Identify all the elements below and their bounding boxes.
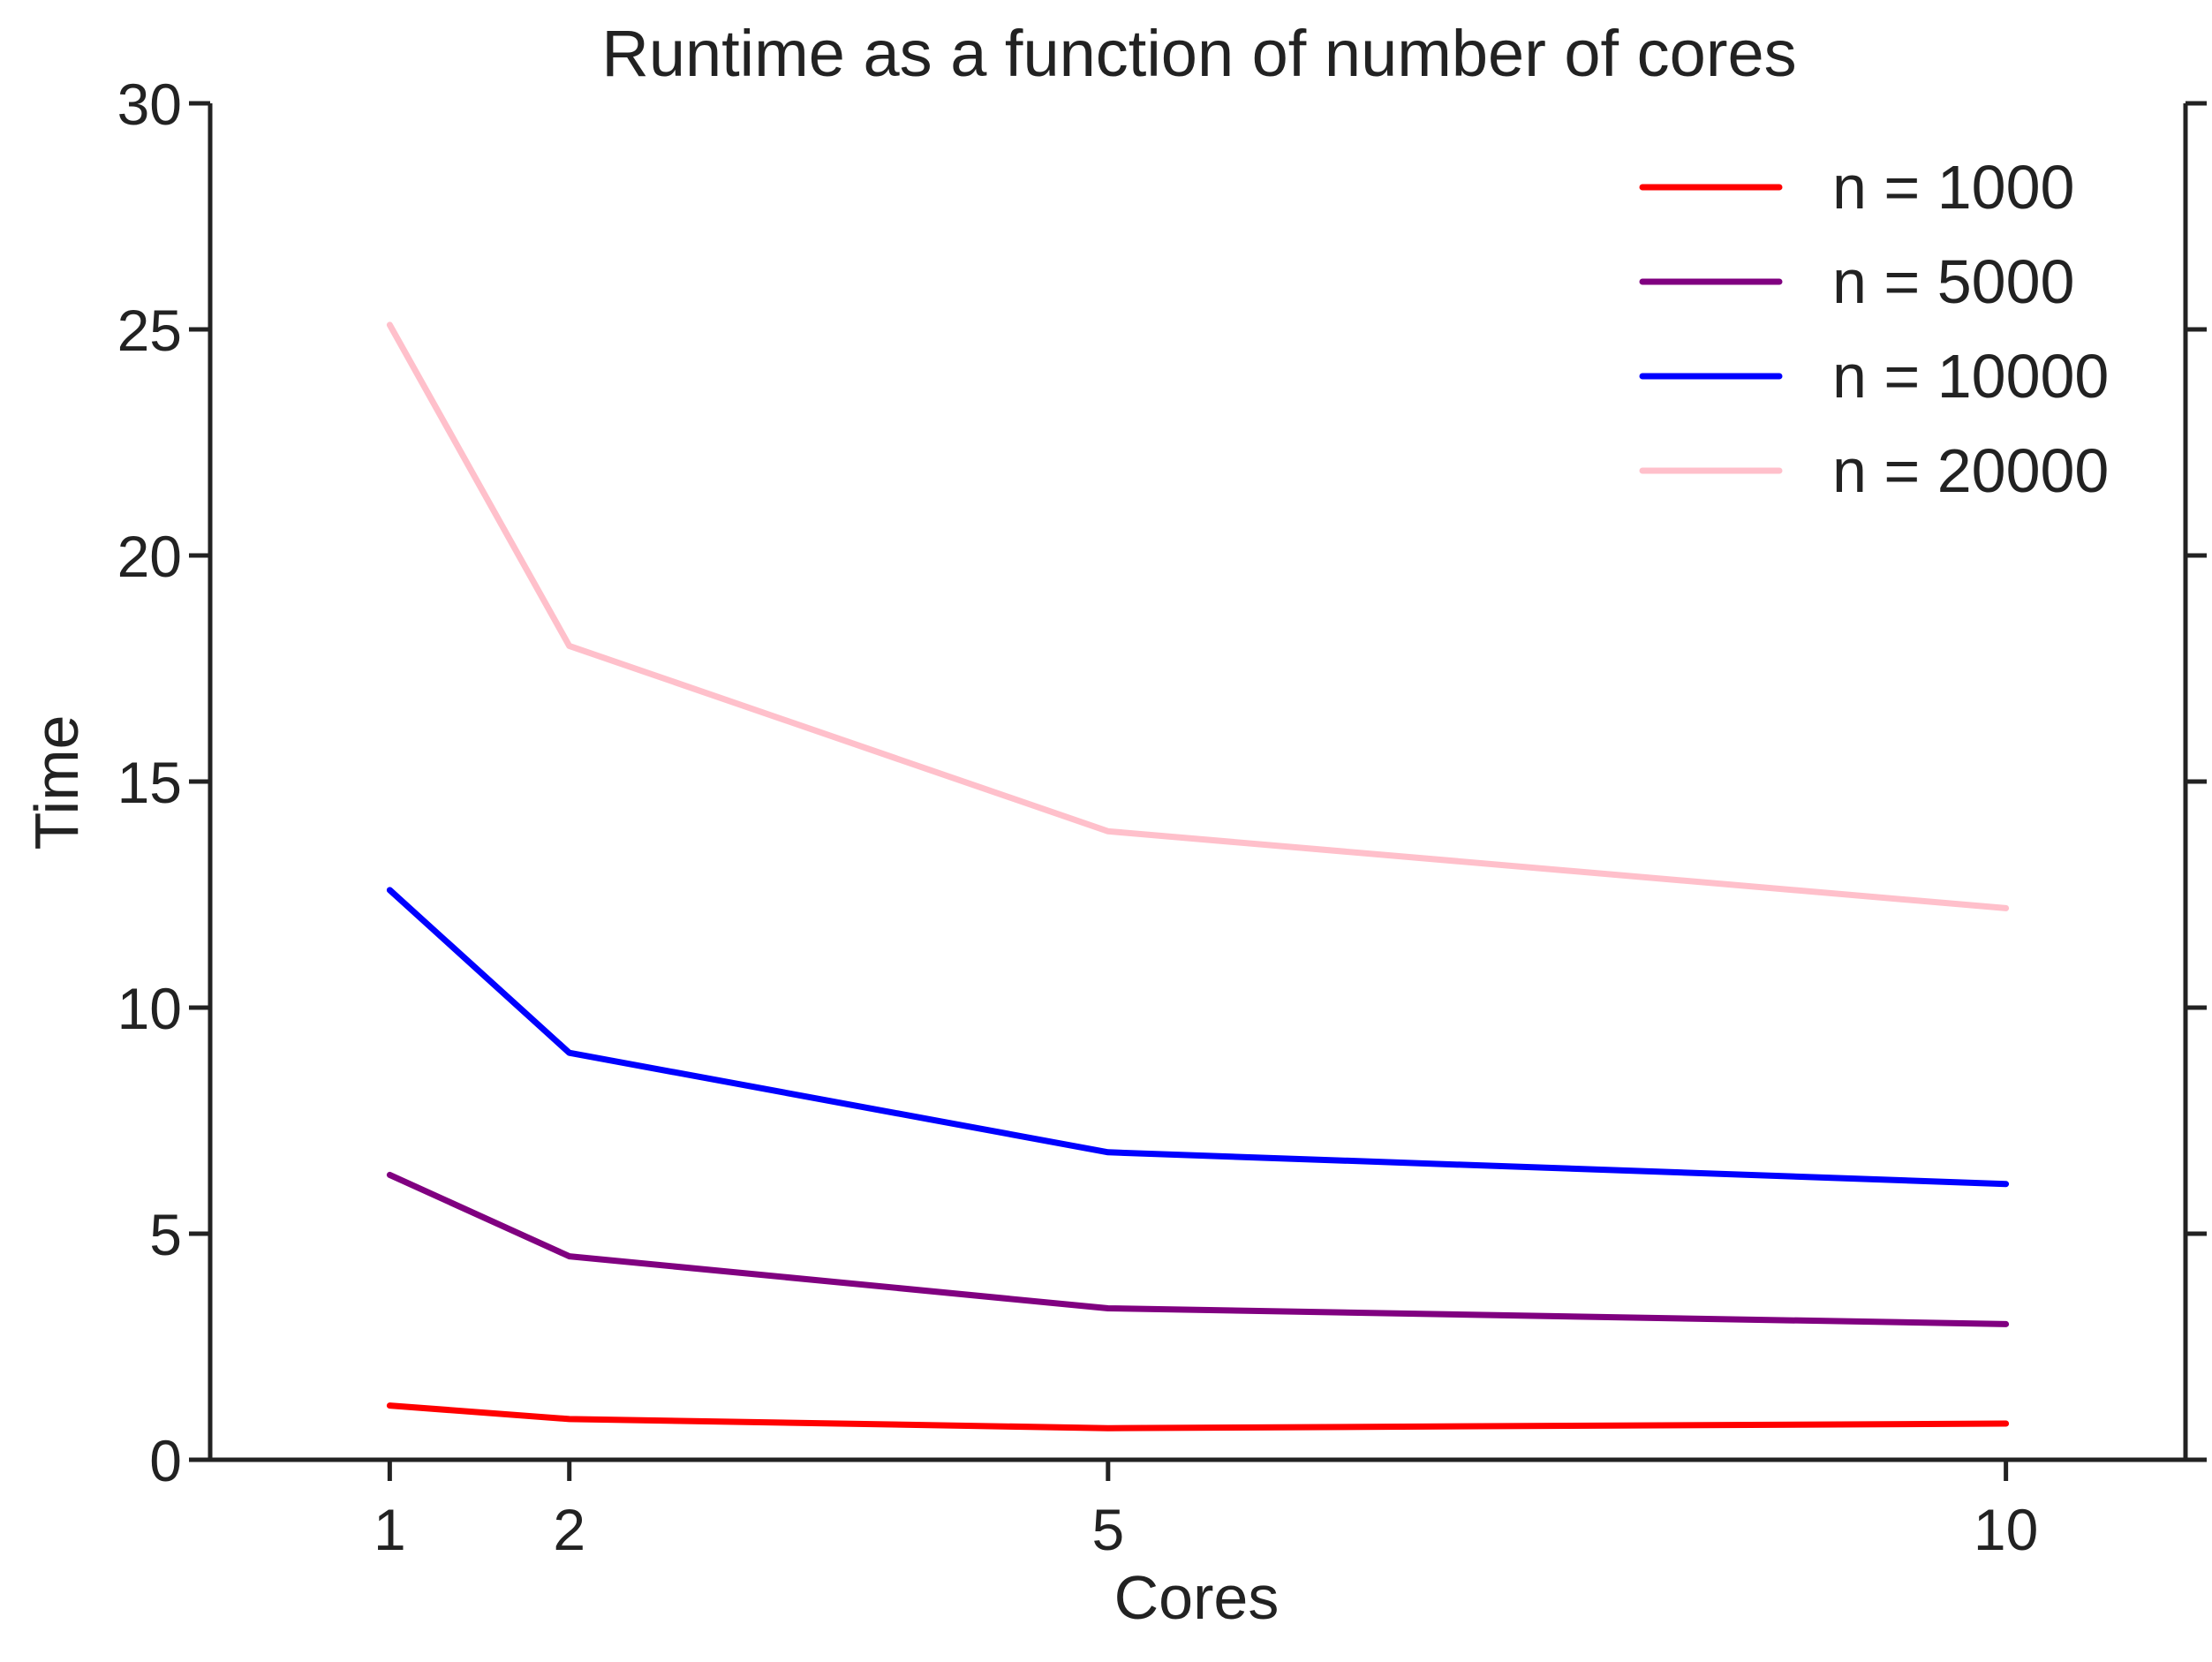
- x-tick-label: 5: [1091, 1497, 1124, 1562]
- legend-label: n = 10000: [1832, 342, 2109, 411]
- series-line-3: [386, 887, 2010, 1188]
- legend-label: n = 1000: [1832, 153, 2074, 222]
- y-axis-label: Time: [22, 715, 91, 850]
- y-tick-label: 20: [117, 524, 182, 589]
- y-tick-label: 10: [117, 976, 182, 1041]
- y-tick-label: 30: [117, 72, 182, 137]
- y-tick-label: 15: [117, 750, 182, 815]
- series-lines: [386, 321, 2010, 1432]
- x-axis-ticks: 1 2 5 10: [374, 1460, 2038, 1562]
- y-tick-label: 25: [117, 298, 182, 363]
- series-line-2: [386, 1171, 2010, 1327]
- x-tick-label: 10: [1974, 1497, 2038, 1562]
- legend-label: n = 5000: [1832, 247, 2074, 316]
- y-tick-label: 0: [149, 1428, 182, 1493]
- series-line-1: [386, 1402, 2010, 1432]
- y-axis-ticks: 0 5 10 15 20 25 30: [117, 72, 2207, 1493]
- series-line-4: [386, 321, 2010, 911]
- x-axis-label: Cores: [1114, 1563, 1280, 1632]
- legend-label: n = 20000: [1832, 436, 2109, 505]
- x-tick-label: 1: [374, 1497, 406, 1562]
- chart-title: Runtime as a function of number of cores: [601, 17, 1796, 90]
- x-tick-label: 2: [553, 1497, 585, 1562]
- legend: n = 1000 n = 5000 n = 10000 n = 20000: [1639, 153, 2109, 505]
- y-tick-label: 5: [149, 1202, 182, 1267]
